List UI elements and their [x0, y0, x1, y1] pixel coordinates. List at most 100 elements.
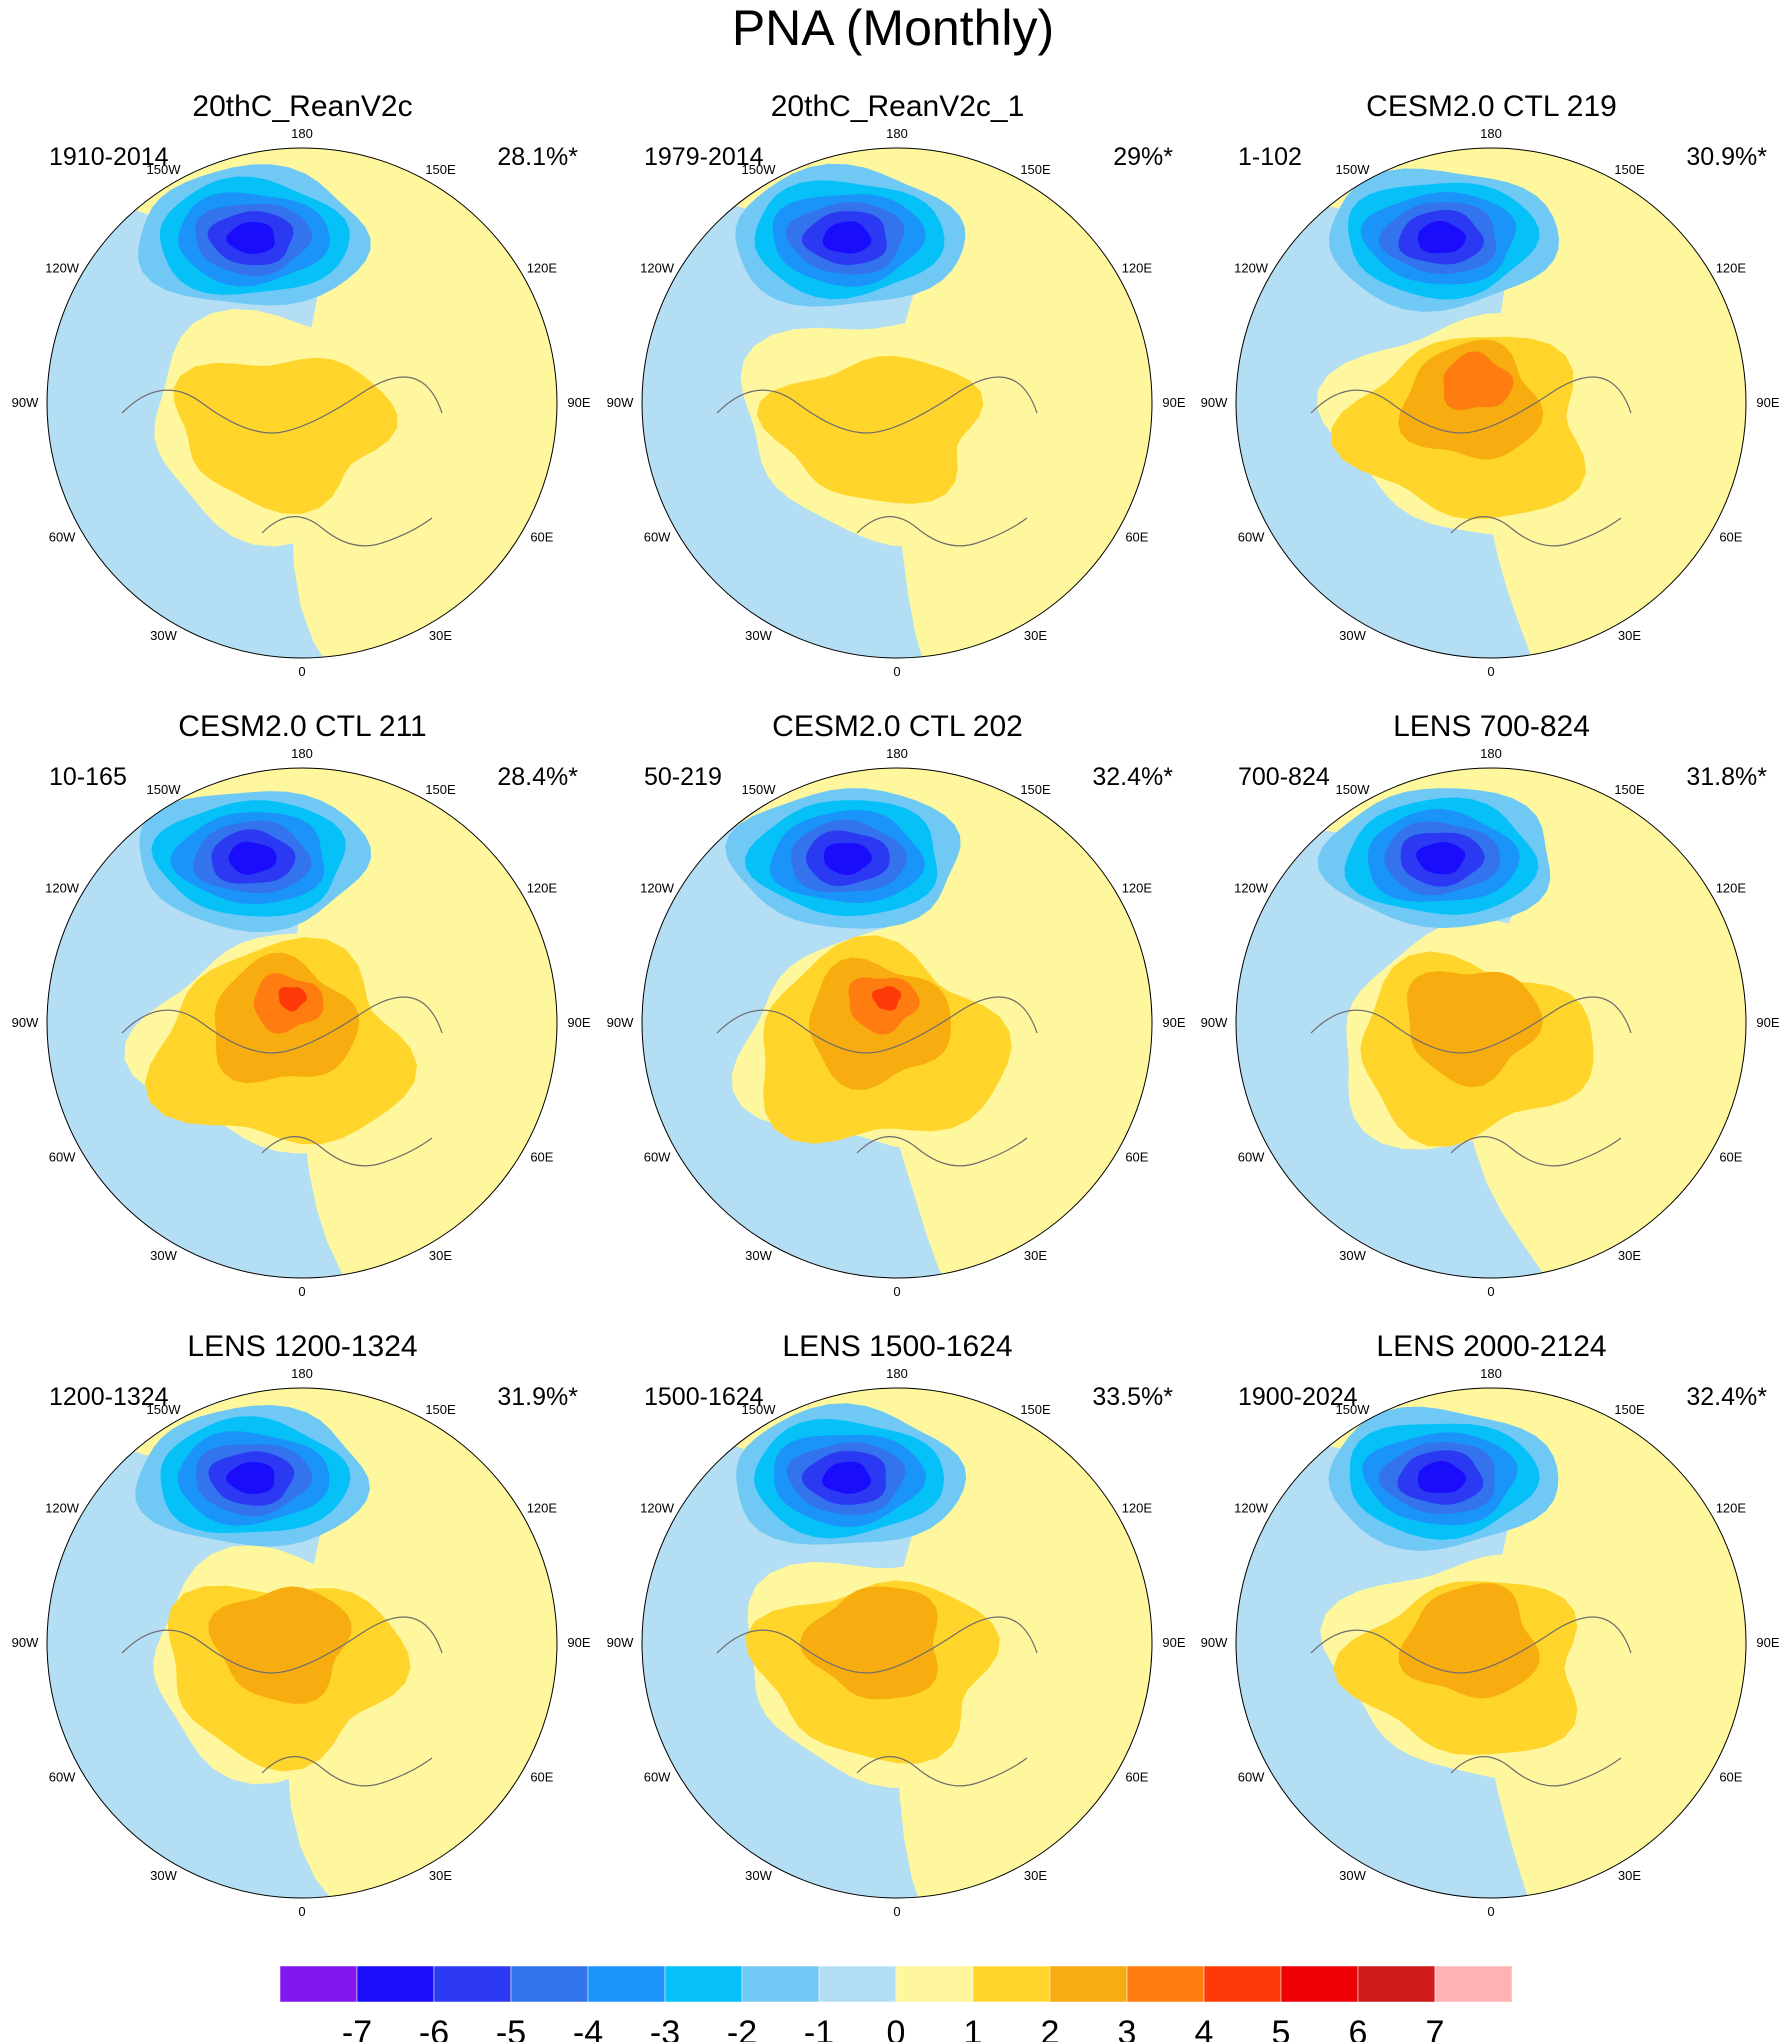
panel-title: LENS 1500-1624	[782, 1330, 1013, 1363]
map-boundary	[1235, 1387, 1747, 1899]
longitude-label: 90E	[1162, 1635, 1185, 1650]
coastline	[716, 996, 1038, 1054]
colorbar-tick-label: -3	[650, 2014, 680, 2042]
longitude-label: 120W	[640, 1501, 675, 1516]
colorbar-tick-label: -5	[496, 2014, 526, 2042]
longitude-label: 60E	[1719, 1150, 1742, 1165]
positive-region	[799, 1586, 938, 1700]
colorbar-tick-label: 1	[964, 2014, 983, 2042]
longitude-label: 90W	[1201, 1015, 1228, 1030]
explained-variance: 28.4%*	[497, 763, 578, 791]
longitude-label: 180	[1480, 126, 1502, 141]
longitude-label: 90W	[1201, 1635, 1228, 1650]
longitude-label: 120E	[1122, 881, 1153, 896]
map-panel: LENS 1200-1324 1200-1324 31.9%* 180 150E 120E…	[5, 1330, 600, 1930]
figure-title: PNA (Monthly)	[731, 0, 1055, 56]
longitude-label: 0	[298, 664, 305, 679]
panel-title: LENS 700-824	[1393, 710, 1590, 743]
colorbar-tick-label: -4	[573, 2014, 603, 2042]
panel-period: 10-165	[49, 763, 127, 791]
longitude-label: 120E	[527, 261, 558, 276]
colorbar-tick-label: 4	[1195, 2014, 1214, 2042]
colorbar-tick-label: -6	[419, 2014, 449, 2042]
colorbar-tick-label: -7	[342, 2014, 372, 2042]
colorbar-swatch	[433, 1965, 512, 2003]
longitude-label: 60W	[1238, 1150, 1265, 1165]
longitude-label: 60E	[530, 1770, 553, 1785]
colorbar-tick-label: -1	[804, 2014, 834, 2042]
colorbar-tick-label: 5	[1272, 2014, 1291, 2042]
colorbar-swatch	[356, 1965, 435, 2003]
longitude-label: 90W	[12, 1635, 39, 1650]
explained-variance: 29%*	[1113, 143, 1173, 171]
longitude-label: 30W	[150, 628, 177, 643]
longitude-label: 180	[1480, 746, 1502, 761]
colorbar-swatch	[1049, 1965, 1128, 2003]
panel-period: 1500-1624	[644, 1383, 764, 1411]
longitude-label: 150E	[425, 162, 456, 177]
colorbar-tick-label: -2	[727, 2014, 757, 2042]
panel-title: LENS 2000-2124	[1376, 1330, 1607, 1363]
colorbar-swatch	[587, 1965, 666, 2003]
longitude-label: 150E	[1020, 162, 1051, 177]
map-panel: LENS 700-824 700-824 31.8%* 180 150E 120E 90E 6…	[1194, 710, 1786, 1310]
longitude-label: 150W	[147, 1402, 182, 1417]
panel-title: CESM2.0 CTL 202	[772, 710, 1023, 743]
positive-region	[756, 355, 984, 504]
panel-title: CESM2.0 CTL 219	[1366, 90, 1617, 123]
longitude-label: 120W	[1234, 881, 1269, 896]
longitude-label: 30E	[429, 628, 452, 643]
map-boundary	[641, 767, 1153, 1279]
longitude-label: 60E	[530, 530, 553, 545]
longitude-label: 120E	[1122, 261, 1153, 276]
map-boundary	[46, 1387, 558, 1899]
negative-region	[822, 221, 872, 254]
panel-period: 1910-2014	[49, 143, 169, 171]
longitude-label: 60W	[644, 1150, 671, 1165]
coastline	[121, 1616, 443, 1674]
explained-variance: 28.1%*	[497, 143, 578, 171]
longitude-label: 0	[1487, 1904, 1494, 1919]
negative-region	[226, 1462, 275, 1494]
coastline	[1450, 1136, 1622, 1167]
longitude-label: 90W	[12, 1015, 39, 1030]
longitude-label: 60E	[1125, 1150, 1148, 1165]
explained-variance: 32.4%*	[1686, 1383, 1767, 1411]
longitude-label: 30E	[1024, 1868, 1047, 1883]
longitude-label: 60W	[49, 530, 76, 545]
longitude-label: 0	[1487, 664, 1494, 679]
polar-map: 180 150E 120E 90E 60E 30E 0 30W 60W 90W 120W 150W	[1201, 126, 1780, 679]
colorbar-tick-label: 2	[1041, 2014, 1060, 2042]
map-panel: CESM2.0 CTL 211 10-165 28.4%* 180 150E 120E 90…	[5, 710, 600, 1310]
longitude-label: 120E	[527, 881, 558, 896]
longitude-label: 150E	[425, 782, 456, 797]
map-boundary	[641, 1387, 1153, 1899]
map-boundary	[1235, 147, 1747, 659]
map-panel: 20thC_ReanV2c 1910-2014 28.1%* 180 150E 120E 9…	[5, 90, 600, 690]
positive-region	[1398, 1583, 1540, 1699]
longitude-label: 120W	[1234, 261, 1269, 276]
map-panel: 20thC_ReanV2c_1 1979-2014 29%* 180 150E 120E 9…	[600, 90, 1195, 690]
longitude-label: 120W	[640, 261, 675, 276]
longitude-label: 120W	[45, 261, 80, 276]
longitude-label: 120E	[1122, 1501, 1153, 1516]
coastline	[121, 376, 443, 434]
longitude-label: 90W	[607, 1015, 634, 1030]
longitude-label: 30E	[1618, 1248, 1641, 1263]
longitude-label: 180	[886, 1366, 908, 1381]
longitude-label: 120W	[1234, 1501, 1269, 1516]
longitude-label: 90E	[567, 395, 590, 410]
panel-period: 1979-2014	[644, 143, 764, 171]
colorbar-swatch	[1280, 1965, 1359, 2003]
colorbar-swatch	[818, 1965, 897, 2003]
colorbar-tick-label: 7	[1426, 2014, 1445, 2042]
colorbar-swatch	[895, 1965, 974, 2003]
panel-title: 20thC_ReanV2c_1	[770, 90, 1025, 123]
polar-map: 180 150E 120E 90E 60E 30E 0 30W 60W 90W 120W 150W	[607, 126, 1186, 679]
longitude-label: 150W	[742, 162, 777, 177]
colorbar-swatch	[279, 1965, 358, 2003]
longitude-label: 180	[291, 1366, 313, 1381]
longitude-label: 0	[298, 1284, 305, 1299]
longitude-label: 30W	[1339, 1868, 1366, 1883]
longitude-label: 60E	[1719, 1770, 1742, 1785]
